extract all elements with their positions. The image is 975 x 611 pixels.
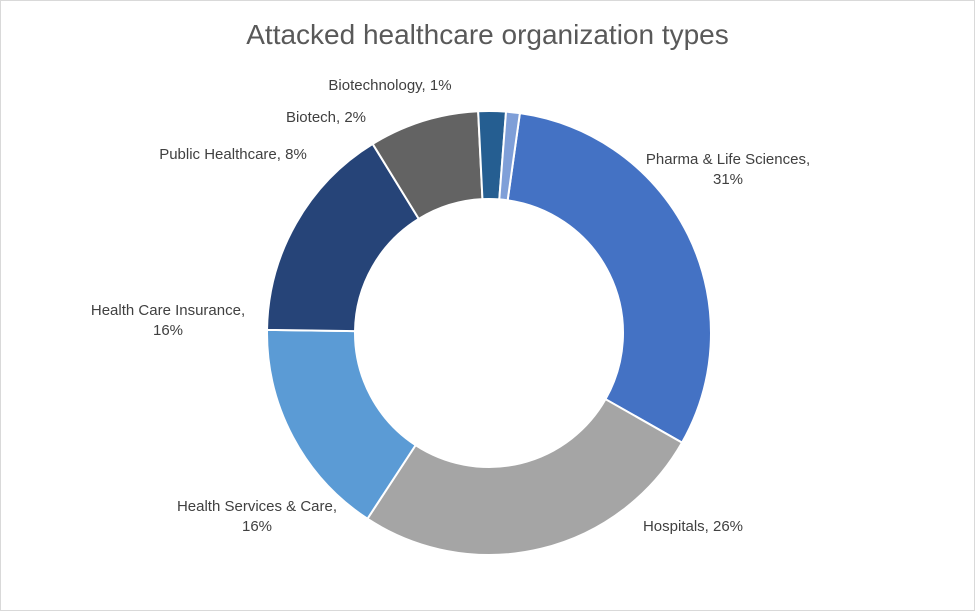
data-label-health-services-and-care: Health Services & Care, 16% (177, 498, 337, 535)
data-label-biotech: Biotech, 2% (286, 109, 366, 126)
slice-pharma-and-life-sciences (506, 112, 712, 445)
chart-title: Attacked healthcare organization types (246, 19, 729, 50)
data-labels: Pharma & Life Sciences, 31% Hospitals, 26%… (91, 77, 810, 535)
data-label-public-healthcare: Public Healthcare, 8% (159, 146, 307, 163)
data-label-health-care-insurance: Health Care Insurance, 16% (91, 302, 245, 339)
data-label-pharma-and-life-sciences: Pharma & Life Sciences, 31% (646, 151, 810, 188)
data-label-biotechnology: Biotechnology, 1% (328, 77, 451, 94)
slice-biotechnology (498, 110, 522, 202)
data-label-hospitals: Hospitals, 26% (643, 518, 743, 535)
slice-hospitals (366, 397, 684, 556)
donut-slices (266, 110, 712, 556)
